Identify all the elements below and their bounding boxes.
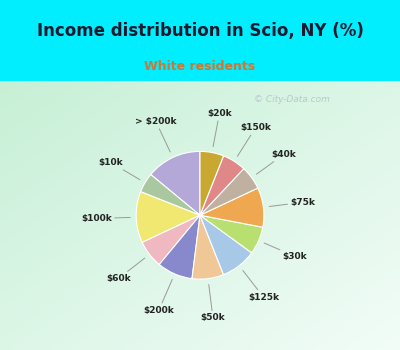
Text: $40k: $40k <box>256 150 296 174</box>
Wedge shape <box>200 215 263 253</box>
Text: $10k: $10k <box>99 158 140 180</box>
Text: $60k: $60k <box>106 258 145 283</box>
Wedge shape <box>192 215 224 279</box>
Text: $75k: $75k <box>269 198 315 207</box>
Text: > $200k: > $200k <box>135 117 177 152</box>
Text: $20k: $20k <box>207 109 232 147</box>
Wedge shape <box>200 151 224 215</box>
Wedge shape <box>136 192 200 243</box>
Text: White residents: White residents <box>144 60 256 72</box>
Text: $30k: $30k <box>264 243 307 261</box>
Text: $100k: $100k <box>81 214 130 223</box>
Wedge shape <box>151 151 200 215</box>
Wedge shape <box>159 215 200 279</box>
Wedge shape <box>141 175 200 215</box>
Text: $150k: $150k <box>238 124 271 156</box>
Wedge shape <box>200 215 252 275</box>
Text: Income distribution in Scio, NY (%): Income distribution in Scio, NY (%) <box>36 22 364 40</box>
Text: $50k: $50k <box>201 285 225 322</box>
Wedge shape <box>200 188 264 227</box>
Wedge shape <box>200 169 258 215</box>
Text: © City-Data.com: © City-Data.com <box>254 95 330 104</box>
Wedge shape <box>200 156 244 215</box>
Wedge shape <box>142 215 200 265</box>
Text: $125k: $125k <box>243 271 279 301</box>
Text: $200k: $200k <box>144 279 174 315</box>
